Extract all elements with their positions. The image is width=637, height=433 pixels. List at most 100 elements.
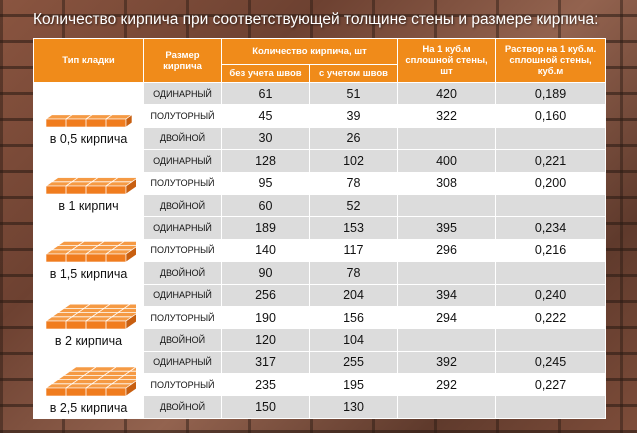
- mortar-cell: 0,227: [495, 373, 607, 397]
- brick-size-cell: ОДИНАРНЫЙ: [143, 283, 222, 307]
- count-with-joints-cell: 26: [308, 126, 399, 151]
- count-without-joints-cell: 256: [221, 283, 310, 307]
- page-title: Количество кирпича при соответствующей т…: [33, 11, 599, 28]
- per-m3-cell: 420: [397, 81, 497, 106]
- table-body: в 0,5 кирпича ОДИНАРНЫЙ 61 51 420 0,189 ПОЛУТО…: [33, 81, 607, 419]
- brick-size-cell: ОДИНАРНЫЙ: [143, 216, 222, 240]
- per-m3-cell: 308: [397, 171, 497, 195]
- count-with-joints-cell: 156: [308, 305, 399, 330]
- table-row: ДВОЙНОЙ 30 26: [34, 126, 607, 151]
- mortar-cell: 0,245: [495, 350, 607, 375]
- mortar-cell: 0,189: [495, 81, 607, 106]
- header-per-m3: На 1 куб.м сплошной стены, шт: [397, 38, 497, 83]
- table-row: ПОЛУТОРНЫЙ 140 117 296 0,216: [34, 238, 607, 263]
- brick-size-cell: ОДИНАРНЫЙ: [143, 149, 222, 173]
- table-row: ДВОЙНОЙ 120 104: [34, 328, 607, 352]
- masonry-type-cell: в 2 кирпича: [33, 283, 144, 352]
- count-without-joints-cell: 128: [221, 149, 310, 173]
- mortar-cell: [495, 261, 607, 285]
- mortar-cell: 0,222: [495, 305, 607, 330]
- count-without-joints-cell: 30: [221, 126, 310, 151]
- count-with-joints-cell: 204: [308, 283, 399, 307]
- count-without-joints-cell: 61: [221, 81, 310, 106]
- mortar-cell: [495, 328, 607, 352]
- per-m3-cell: 400: [397, 149, 497, 173]
- table-row: ПОЛУТОРНЫЙ 235 195 292 0,227: [34, 373, 607, 397]
- per-m3-cell: 395: [397, 216, 497, 240]
- brick-wall-two-icon: [44, 303, 136, 330]
- per-m3-cell: [397, 395, 497, 419]
- masonry-type-label: в 2,5 кирпича: [49, 400, 128, 415]
- brick-wall-two-half-icon: [44, 366, 136, 397]
- count-without-joints-cell: 235: [221, 373, 310, 397]
- count-with-joints-cell: 195: [308, 373, 399, 397]
- per-m3-cell: [397, 261, 497, 285]
- brick-size-cell: ПОЛУТОРНЫЙ: [143, 305, 222, 330]
- masonry-type-cell: в 1 кирпич: [33, 149, 144, 218]
- header-type: Тип кладки: [33, 38, 144, 83]
- masonry-type-label: в 0,5 кирпича: [49, 132, 128, 147]
- count-with-joints-cell: 39: [308, 104, 399, 128]
- per-m3-cell: 294: [397, 305, 497, 330]
- count-with-joints-cell: 78: [308, 171, 399, 195]
- brick-table-wrapper: Тип кладки Размер кирпича Количество кир…: [33, 38, 607, 419]
- table-row: в 2 кирпича ОДИНАРНЫЙ 256 204 394 0,240: [33, 283, 607, 352]
- table-row: ПОЛУТОРНЫЙ 190 156 294 0,222: [34, 305, 607, 330]
- brick-size-cell: ДВОЙНОЙ: [143, 328, 222, 352]
- count-without-joints-cell: 120: [221, 328, 310, 352]
- brick-size-cell: ОДИНАРНЫЙ: [143, 81, 222, 106]
- brick-size-cell: ДВОЙНОЙ: [143, 193, 222, 218]
- mortar-cell: 0,200: [495, 171, 607, 195]
- mortar-cell: 0,216: [495, 238, 607, 263]
- masonry-type-cell: в 0,5 кирпича: [33, 81, 144, 151]
- masonry-type-cell: в 1,5 кирпича: [33, 216, 144, 285]
- mortar-cell: [495, 395, 607, 419]
- count-without-joints-cell: 190: [221, 305, 310, 330]
- count-without-joints-cell: 189: [221, 216, 310, 240]
- brick-size-cell: ПОЛУТОРНЫЙ: [143, 373, 222, 397]
- count-without-joints-cell: 95: [221, 171, 310, 195]
- count-with-joints-cell: 117: [308, 238, 399, 263]
- brick-size-cell: ПОЛУТОРНЫЙ: [143, 104, 222, 128]
- masonry-type-cell: в 2,5 кирпича: [33, 350, 144, 419]
- header-mortar: Раствор на 1 куб.м. сплошной стены, куб.…: [495, 38, 607, 83]
- mortar-cell: 0,221: [495, 149, 607, 173]
- brick-wall-one-icon: [44, 177, 136, 195]
- header-with-joints: с учетом швов: [308, 64, 399, 83]
- count-with-joints-cell: 52: [308, 193, 399, 218]
- mortar-cell: 0,240: [495, 283, 607, 307]
- brick-size-cell: ПОЛУТОРНЫЙ: [143, 238, 222, 263]
- brick-size-cell: ОДИНАРНЫЙ: [143, 350, 222, 375]
- brick-size-cell: ДВОЙНОЙ: [143, 126, 222, 151]
- count-without-joints-cell: 317: [221, 350, 310, 375]
- masonry-type-label: в 2 кирпича: [54, 333, 123, 348]
- table-row: ДВОЙНОЙ 150 130: [34, 395, 607, 419]
- brick-size-cell: ДВОЙНОЙ: [143, 395, 222, 419]
- count-without-joints-cell: 140: [221, 238, 310, 263]
- table-row: в 1 кирпич ОДИНАРНЫЙ 128 102 400 0,221: [33, 149, 607, 218]
- per-m3-cell: 392: [397, 350, 497, 375]
- per-m3-cell: 394: [397, 283, 497, 307]
- count-without-joints-cell: 45: [221, 104, 310, 128]
- table-row: ПОЛУТОРНЫЙ 95 78 308 0,200: [34, 171, 607, 195]
- per-m3-cell: [397, 193, 497, 218]
- header-without-joints: без учета швов: [221, 64, 310, 83]
- count-with-joints-cell: 153: [308, 216, 399, 240]
- brick-size-cell: ПОЛУТОРНЫЙ: [143, 171, 222, 195]
- mortar-cell: 0,234: [495, 216, 607, 240]
- table-row: ДВОЙНОЙ 90 78: [34, 261, 607, 285]
- mortar-cell: [495, 193, 607, 218]
- mortar-cell: 0,160: [495, 104, 607, 128]
- count-with-joints-cell: 78: [308, 261, 399, 285]
- count-with-joints-cell: 102: [308, 149, 399, 173]
- brick-quantity-table: Тип кладки Размер кирпича Количество кир…: [33, 38, 607, 419]
- per-m3-cell: 322: [397, 104, 497, 128]
- table-row: ДВОЙНОЙ 60 52: [34, 193, 607, 218]
- count-with-joints-cell: 255: [308, 350, 399, 375]
- brick-size-cell: ДВОЙНОЙ: [143, 261, 222, 285]
- brick-wall-half-icon: [44, 114, 133, 128]
- count-without-joints-cell: 90: [221, 261, 310, 285]
- count-with-joints-cell: 130: [308, 395, 399, 419]
- header-size: Размер кирпича: [143, 38, 222, 83]
- header-count: Количество кирпича, шт: [220, 38, 399, 65]
